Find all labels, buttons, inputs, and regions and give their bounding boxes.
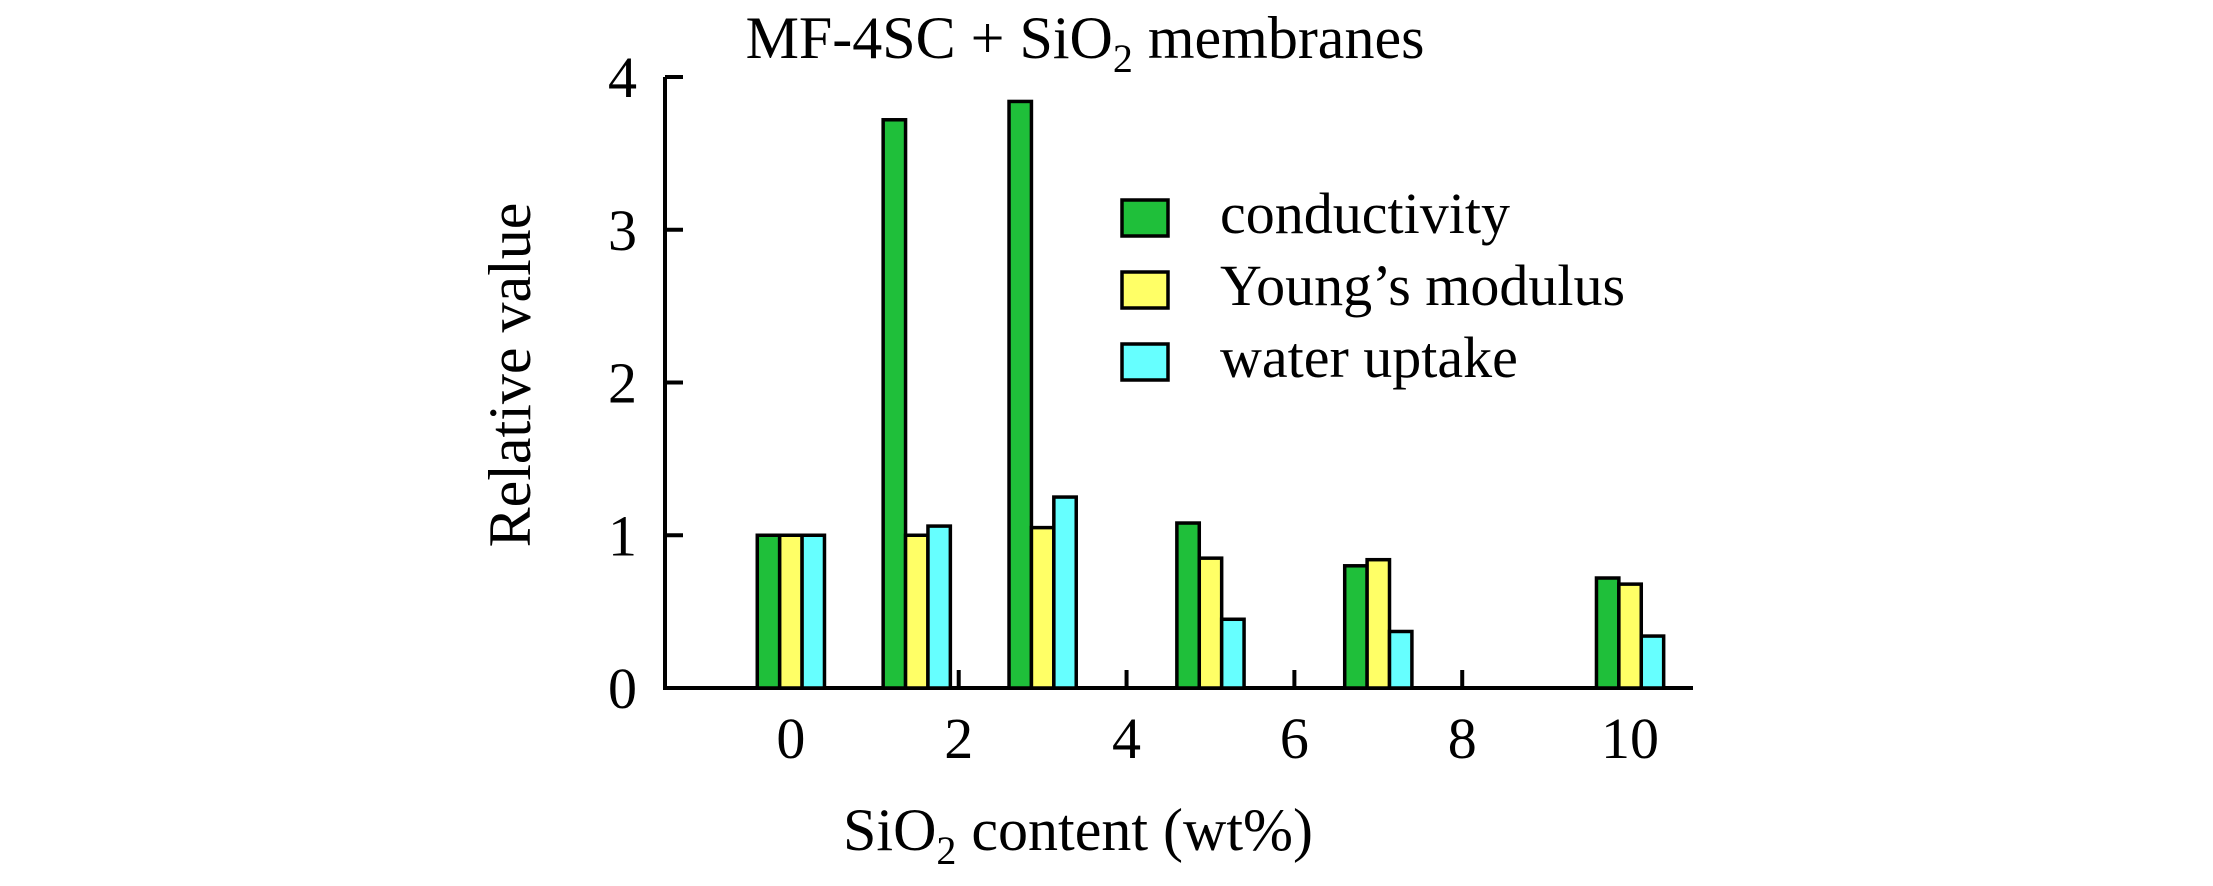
- bar-young-s-modulus-10: [1617, 582, 1644, 690]
- y-ticks: 0 1 2 3 4: [608, 45, 683, 721]
- legend-swatch: [1120, 198, 1170, 238]
- legend-label: water uptake: [1220, 325, 1518, 390]
- bar-water-uptake-0: [800, 533, 827, 690]
- bar-conductivity-3: [1007, 99, 1034, 690]
- bar-conductivity-5: [1175, 521, 1202, 690]
- x-tick-label: 0: [776, 706, 805, 771]
- x-tick-label: 2: [944, 706, 973, 771]
- bar-conductivity-10: [1594, 576, 1621, 690]
- bar-water-uptake-1.5: [926, 524, 953, 690]
- y-tick-label: 1: [608, 503, 637, 568]
- chart-title: MF-4SC + SiO2 membranes: [746, 5, 1425, 81]
- legend-label: conductivity: [1220, 181, 1510, 246]
- legend-label: Young’s modulus: [1220, 253, 1625, 318]
- x-ticks: 0 2 4 6 8 10: [776, 670, 1659, 771]
- bar-young-s-modulus-5: [1197, 556, 1224, 690]
- bar-young-s-modulus-0: [777, 533, 804, 690]
- y-tick-label: 4: [608, 45, 637, 110]
- y-tick-label: 3: [608, 198, 637, 263]
- bar-water-uptake-10: [1639, 634, 1666, 690]
- legend-swatch: [1120, 342, 1170, 382]
- x-tick-label: 8: [1448, 706, 1477, 771]
- legend: conductivity Young’s modulus water uptake: [1120, 181, 1625, 390]
- bar-conductivity-7: [1342, 564, 1369, 690]
- bar-water-uptake-7: [1387, 629, 1414, 690]
- bar-young-s-modulus-7: [1365, 557, 1392, 690]
- bar-water-uptake-3: [1052, 495, 1078, 690]
- x-axis-label: SiO2 content (wt%): [843, 797, 1313, 873]
- legend-swatch: [1120, 270, 1170, 310]
- y-axis-label: Relative value: [477, 203, 543, 548]
- bar-conductivity-1.5: [881, 118, 908, 690]
- bar-conductivity-0: [755, 533, 782, 690]
- bar-young-s-modulus-1.5: [903, 533, 930, 690]
- y-tick-label: 2: [608, 351, 637, 416]
- x-tick-label: 6: [1280, 706, 1309, 771]
- bars: [755, 99, 1666, 690]
- x-tick-label: 10: [1601, 706, 1659, 771]
- x-tick-label: 4: [1112, 706, 1141, 771]
- bar-water-uptake-5: [1219, 617, 1246, 690]
- y-tick-label: 0: [608, 656, 637, 721]
- bar-young-s-modulus-3: [1029, 525, 1056, 690]
